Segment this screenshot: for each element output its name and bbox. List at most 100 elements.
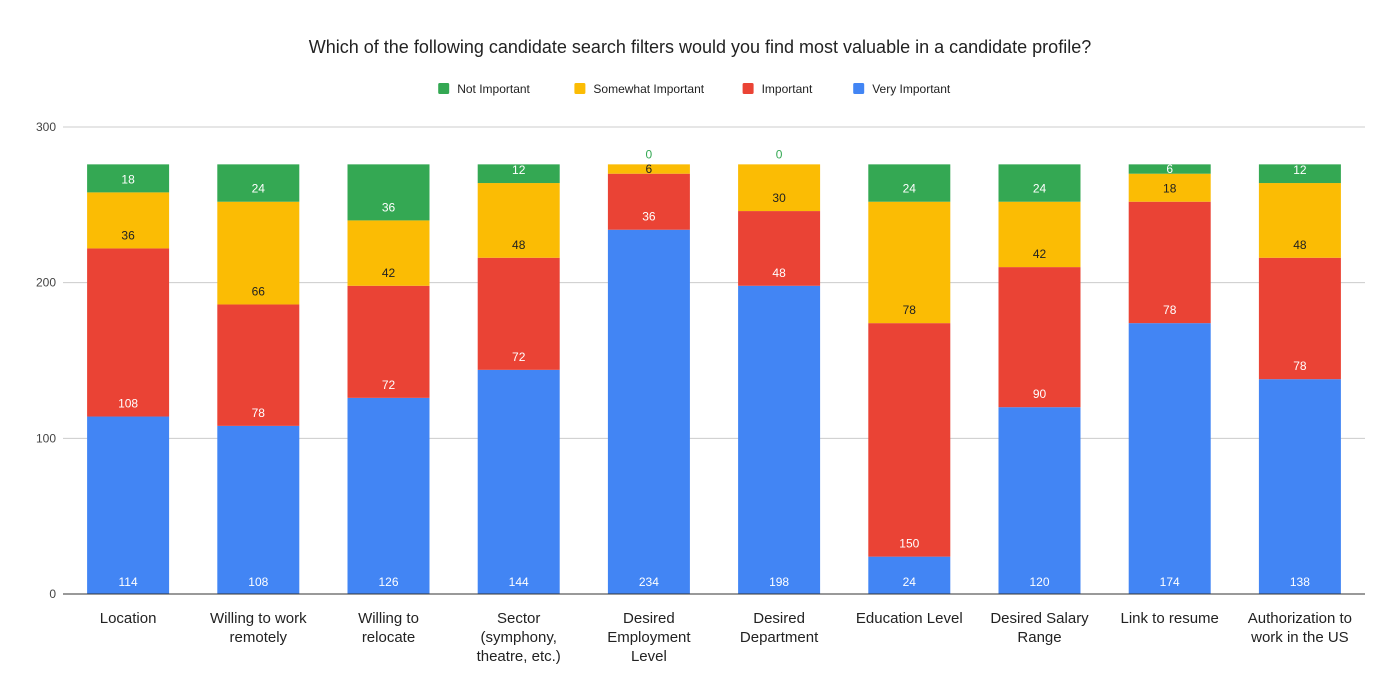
data-label-not-important: 24: [252, 182, 266, 196]
data-label-very-important: 24: [903, 575, 917, 589]
bar-segment-not-important: [998, 164, 1081, 202]
data-label-somewhat-important: 30: [772, 191, 786, 205]
x-tick-label: Sector (symphony, theatre, etc.): [477, 610, 561, 665]
data-label-very-important: 144: [509, 575, 529, 589]
x-tick-label: Education Level: [856, 610, 963, 627]
data-label-somewhat-important: 78: [903, 303, 917, 317]
data-label-somewhat-important: 48: [1293, 238, 1307, 252]
bar-segment-very-important: [1258, 379, 1341, 594]
data-label-not-important: 18: [121, 172, 135, 186]
legend-label-important: Important: [762, 82, 813, 96]
data-label-important: 78: [1293, 359, 1307, 373]
y-tick-label: 300: [36, 120, 56, 134]
legend-label-somewhat-important: Somewhat Important: [593, 82, 704, 96]
x-tick-label: Authorization to work in the US: [1248, 610, 1352, 646]
bar-segment-very-important: [868, 556, 951, 594]
bar-segment-somewhat-important: [998, 201, 1081, 268]
x-tick-label: Desired Department: [740, 610, 819, 646]
data-label-important: 72: [382, 378, 396, 392]
legend: Not Important Somewhat Important Important…: [438, 82, 951, 96]
legend-label-not-important: Not Important: [457, 82, 530, 96]
legend-swatch-not-important: [438, 83, 450, 94]
bar-segment-not-important: [1258, 164, 1341, 184]
bar-segment-not-important: [87, 164, 170, 193]
bar-segment-important: [1258, 257, 1341, 380]
bar-segment-very-important: [738, 285, 821, 594]
bar-segment-very-important: [217, 425, 300, 594]
bar-segment-very-important: [1128, 323, 1211, 594]
bar-segment-not-important: [217, 164, 300, 202]
bar-segment-very-important: [998, 407, 1081, 594]
x-tick-label: Desired Employment Level: [607, 610, 691, 665]
bar-segment-not-important: [868, 164, 951, 202]
data-label-important: 78: [1163, 303, 1177, 317]
bar-segment-important: [87, 248, 170, 417]
bar-segment-important: [738, 211, 821, 286]
x-tick-label: Link to resume: [1121, 610, 1219, 627]
bar-segment-very-important: [607, 229, 690, 595]
data-label-important: 150: [899, 537, 919, 551]
bar-segment-somewhat-important: [738, 164, 821, 212]
bar-segment-somewhat-important: [477, 183, 560, 258]
y-tick-label: 200: [36, 276, 56, 290]
bar-segment-important: [217, 304, 300, 426]
data-label-not-important: 24: [1033, 182, 1047, 196]
legend-label-very-important: Very Important: [872, 82, 951, 96]
bar-segment-very-important: [347, 397, 430, 594]
chart-title: Which of the following candidate search …: [309, 37, 1091, 57]
data-label-important: 48: [772, 266, 786, 280]
bar-segment-important: [477, 257, 560, 370]
data-label-very-important: 126: [378, 575, 398, 589]
data-label-not-important: 24: [903, 182, 917, 196]
legend-swatch-somewhat-important: [574, 83, 586, 94]
data-label-somewhat-important: 42: [1033, 247, 1047, 261]
data-label-important: 72: [512, 350, 526, 364]
bar-segment-not-important: [1128, 164, 1211, 174]
x-axis-labels: Location Willing to work remotely Willing t…: [100, 610, 1352, 665]
y-tick-label: 0: [49, 587, 56, 601]
y-tick-label: 100: [36, 431, 56, 445]
bars: [87, 164, 1341, 595]
data-label-not-important: 12: [512, 163, 526, 177]
bar-segment-somewhat-important: [1258, 183, 1341, 258]
data-label-not-important: 0: [646, 147, 653, 161]
legend-swatch-important: [742, 83, 754, 94]
data-label-somewhat-important: 66: [252, 284, 266, 298]
bar-segment-important: [998, 267, 1081, 408]
bar-segment-important: [607, 173, 690, 230]
bar-segment-somewhat-important: [1128, 173, 1211, 202]
y-axis-ticks: 0 100 200 300: [36, 120, 56, 601]
x-tick-label: Desired Salary Range: [990, 610, 1089, 646]
x-tick-label: Willing to work remotely: [210, 610, 307, 646]
bar-segment-somewhat-important: [607, 164, 690, 174]
bar-segment-somewhat-important: [868, 201, 951, 324]
bar-segment-important: [347, 285, 430, 398]
data-label-very-important: 138: [1290, 575, 1310, 589]
data-label-very-important: 108: [248, 575, 268, 589]
data-label-important: 36: [642, 210, 656, 224]
data-label-not-important: 6: [1166, 162, 1173, 176]
data-label-not-important: 36: [382, 200, 396, 214]
bar-segment-not-important: [347, 164, 430, 221]
bar-segment-somewhat-important: [217, 201, 300, 305]
data-label-very-important: 198: [769, 575, 789, 589]
legend-swatch-very-important: [853, 83, 865, 94]
data-label-very-important: 234: [639, 575, 659, 589]
data-label-very-important: 120: [1029, 575, 1049, 589]
data-label-not-important: 0: [776, 147, 783, 161]
data-label-very-important: 114: [119, 575, 138, 589]
data-label-important: 90: [1033, 387, 1047, 401]
data-label-somewhat-important: 48: [512, 238, 526, 252]
data-label-somewhat-important: 36: [121, 228, 135, 242]
data-label-not-important: 12: [1293, 163, 1307, 177]
bar-segment-somewhat-important: [87, 192, 170, 249]
data-label-important: 78: [252, 406, 266, 420]
data-label-very-important: 174: [1160, 575, 1180, 589]
data-label-somewhat-important: 42: [382, 266, 396, 280]
data-labels: 1141083618108786624126724236144724812234…: [118, 147, 1310, 589]
bar-segment-not-important: [477, 164, 560, 184]
x-tick-label: Willing to relocate: [358, 610, 419, 646]
data-label-somewhat-important: 6: [646, 162, 653, 176]
bar-segment-somewhat-important: [347, 220, 430, 286]
